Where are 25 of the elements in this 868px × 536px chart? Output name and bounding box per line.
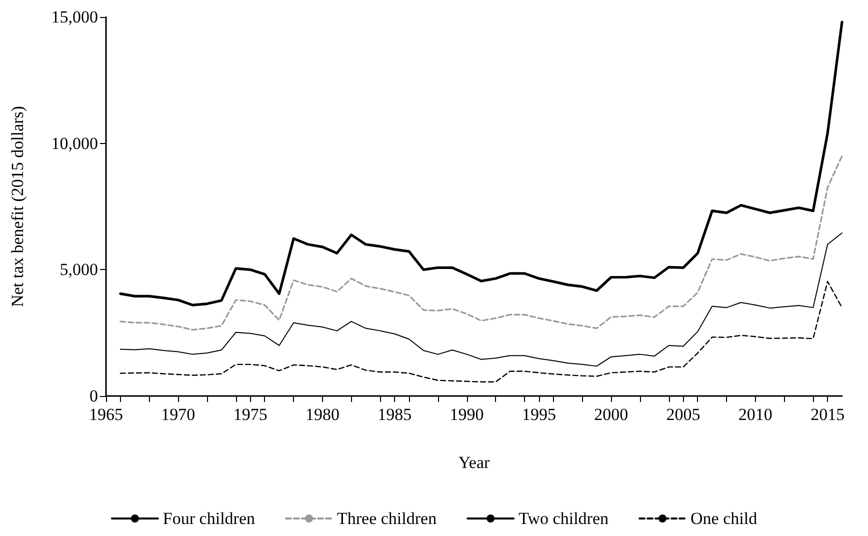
y-axis-title: Net tax benefit (2015 dollars) bbox=[8, 106, 27, 308]
x-tick-label: 2015 bbox=[810, 405, 845, 424]
y-tick-label: 5,000 bbox=[60, 260, 98, 280]
line-series bbox=[119, 20, 844, 306]
legend-label: Two children bbox=[518, 509, 610, 528]
x-tick-label: 2005 bbox=[666, 405, 700, 424]
x-tick-label: 1970 bbox=[161, 405, 196, 424]
x-tick-label: 1975 bbox=[233, 405, 268, 424]
x-axis-title: Year bbox=[458, 453, 490, 472]
x-tick-label: 1985 bbox=[378, 405, 412, 424]
line-series bbox=[120, 280, 843, 382]
y-tick-label: 15,000 bbox=[51, 8, 98, 26]
legend-label: One child bbox=[690, 509, 758, 528]
x-tick-label: 2000 bbox=[594, 405, 628, 424]
legend-label: Four children bbox=[162, 509, 256, 528]
x-tick-label: 1980 bbox=[305, 405, 340, 424]
legend-label: Three children bbox=[336, 509, 438, 528]
x-tick-label: 1995 bbox=[522, 405, 556, 424]
y-tick-label: 10,000 bbox=[51, 134, 98, 153]
line-series bbox=[120, 232, 842, 367]
line-series bbox=[120, 155, 843, 331]
x-tick-label: 2010 bbox=[738, 405, 772, 424]
x-tick-label: 1965 bbox=[89, 405, 123, 424]
x-tick-label: 1990 bbox=[450, 405, 484, 424]
y-tick-label: 0 bbox=[90, 386, 98, 406]
